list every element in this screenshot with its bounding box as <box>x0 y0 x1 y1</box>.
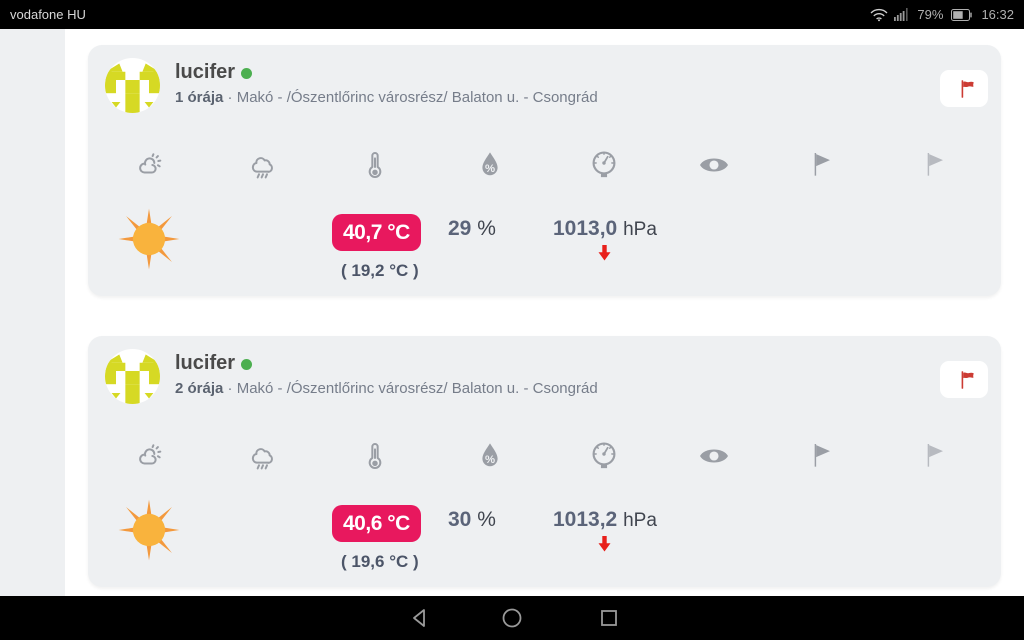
svg-text:%: % <box>485 163 495 175</box>
svg-text:%: % <box>485 454 495 466</box>
